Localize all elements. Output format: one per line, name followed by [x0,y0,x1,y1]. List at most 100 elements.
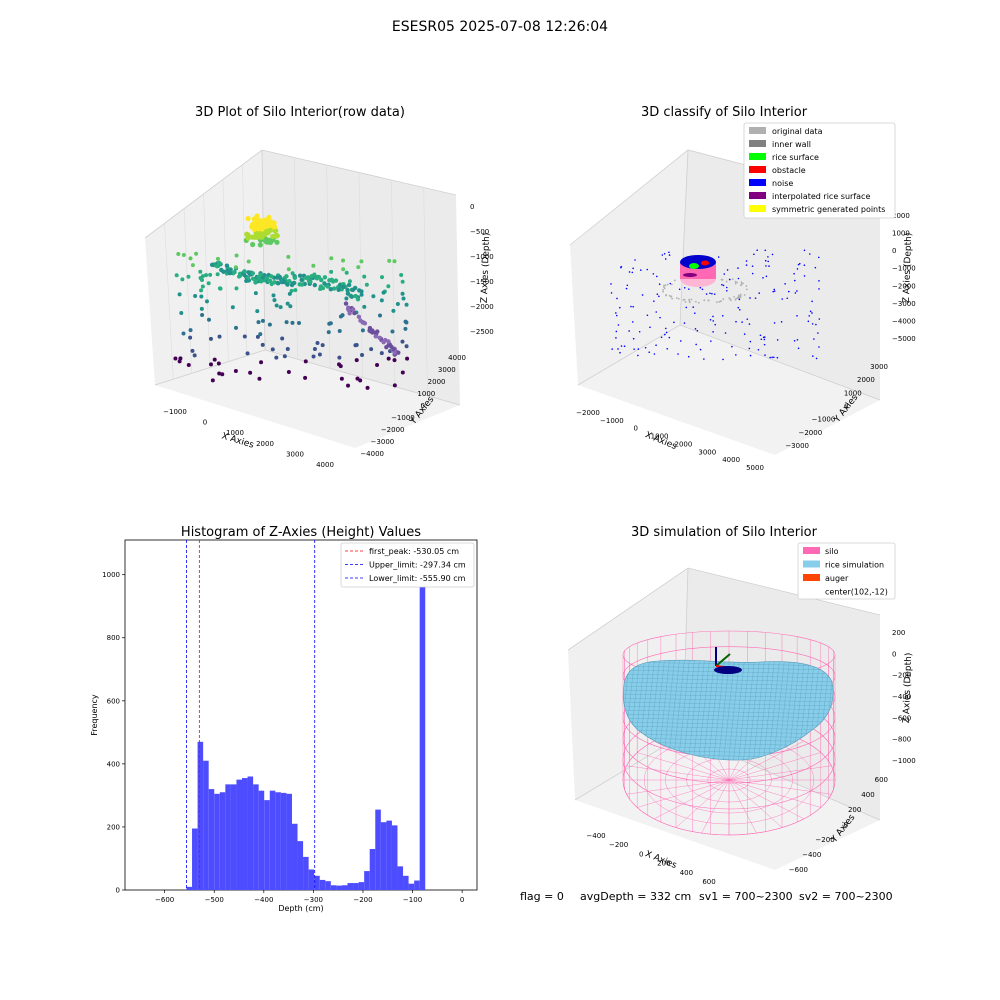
classify-point [632,305,634,308]
classify-point [685,306,688,309]
raw-point [267,322,272,327]
raw-point [318,286,323,291]
classify-point [707,299,710,302]
classify-point [764,354,766,356]
sim-legend-label: auger [825,574,849,583]
classify-point [696,329,699,332]
raw-point [206,317,211,322]
classify-point [703,299,706,302]
raw-point [359,292,364,297]
hist-bar [186,886,193,890]
classify-point [812,355,814,357]
raw-point [362,274,367,279]
raw-point [380,275,385,280]
raw-3d-box [144,149,461,448]
classify-point [664,333,666,336]
classify-z-tick-label: 2000 [892,212,910,220]
raw-point [297,273,303,278]
classify-point [818,318,821,320]
classify-point [720,278,723,281]
classify-legend-label: symmetric generated points [772,205,885,214]
classify-point [715,301,718,304]
raw-point [225,268,231,273]
hist-bar [297,841,304,890]
raw-point [360,320,365,325]
raw-point [371,294,376,299]
raw-point [242,269,247,274]
hist-bar [308,869,315,890]
raw-point [206,281,211,286]
raw-z-tick-label: −500 [470,228,489,236]
raw-point [204,273,209,278]
classify-point [673,279,676,282]
raw-point [286,254,291,259]
classify-point [677,353,679,355]
raw-point [290,271,295,276]
raw-point [285,347,290,352]
hist-legend-label: Lower_limit: -555.90 cm [369,574,466,583]
hist-x-label: Depth (cm) [278,904,323,913]
raw-point [248,370,253,375]
raw-point [284,274,289,279]
classify-point [773,322,776,324]
hist-bar [330,885,337,890]
classify-point [734,280,737,283]
raw-point [174,273,179,278]
footer-sv1: sv1 = 700~2300 [699,890,793,903]
sim-x-tick-label: −200 [609,841,628,849]
classify-point [808,315,811,317]
classify-point [745,264,748,266]
hist-bar [375,809,381,890]
raw-point [353,343,358,348]
raw-point [210,378,215,383]
classify-point [637,348,640,350]
classify-point [683,322,686,324]
sim-z-tick-label: 200 [892,629,905,637]
raw-y-tick-label: 2000 [428,378,446,386]
raw-point [392,259,397,264]
hist-bar [341,885,348,890]
hist-bar [258,790,265,890]
classify-point [653,300,655,302]
classify-point [655,311,658,313]
classify-point [803,275,806,277]
footer-sv2: sv2 = 700~2300 [799,890,893,903]
raw-point [347,311,352,316]
classify-point [666,347,669,350]
raw-point [234,286,239,291]
raw-point [297,282,302,287]
classify-point [739,308,741,311]
classify-x-tick-label: −1000 [600,417,624,425]
raw-point [379,298,384,303]
classify-point [735,320,737,323]
raw-point [273,232,279,238]
classify-point [809,253,811,255]
classify-point [809,310,812,313]
raw-x-ticks: −1000 0 1000 2000 3000 4000 [163,408,334,469]
classify-point [615,330,618,333]
raw-point [234,253,239,258]
hist-bar [208,789,215,890]
raw-z-tick-label: −1500 [470,278,494,286]
classify-point [714,323,717,326]
classify-point [794,292,797,294]
sim-y-tick-label: −600 [789,866,808,874]
panel-classify: 3D classify of Silo Interior −2000−10000… [569,105,916,472]
classify-point [722,298,725,300]
raw-point [264,217,270,223]
hist-y-tick-label: 600 [107,697,120,705]
raw-point [208,272,213,277]
hist-legend: first_peak: -530.05 cm Upper_limit: -297.… [340,542,475,588]
raw-point [284,320,289,325]
raw-point [355,297,361,302]
sim-legend-label: rice simulation [825,561,884,570]
raw-point [269,274,274,279]
hist-legend-label: Upper_limit: -297.34 cm [369,561,466,570]
raw-point [259,226,265,232]
classify-point [757,348,760,351]
raw-point [233,265,238,270]
raw-z-tick-label: 0 [470,203,474,211]
raw-point [405,356,410,361]
classify-x-tick-label: 5000 [746,464,764,472]
classify-point [737,295,740,298]
